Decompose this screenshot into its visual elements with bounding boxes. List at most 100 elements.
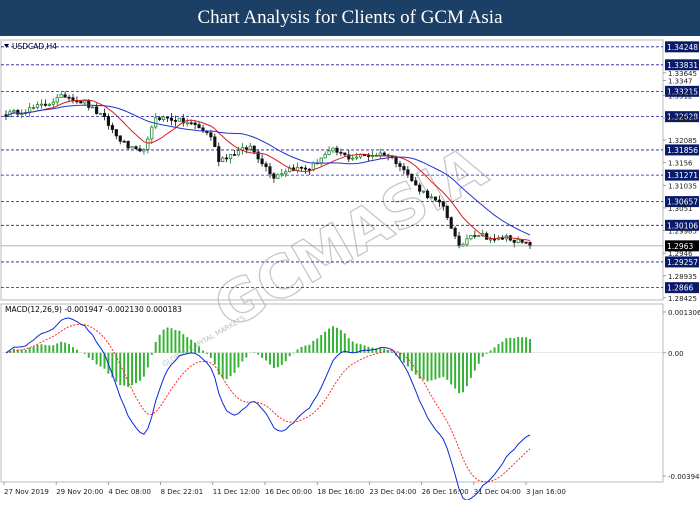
candle-body-67	[268, 166, 272, 175]
price-tick-label-5: 1.3156	[668, 160, 693, 168]
candle-body-69	[276, 174, 280, 179]
candle-body-38	[154, 117, 158, 128]
chart-area[interactable]: GCMASIA GLOBAL CAPITAL MARKETS USDCAD,H4…	[0, 36, 700, 501]
candle-body-15	[63, 94, 67, 98]
candle-body-55	[221, 157, 225, 162]
x-tick-label-8: 26 Dec 16:00	[422, 488, 469, 496]
x-tick-label-2: 4 Dec 08:00	[108, 488, 151, 496]
candle-body-45	[181, 117, 185, 124]
candle-body-12	[51, 101, 55, 105]
candle-body-10	[43, 103, 47, 106]
candle-body-107	[425, 190, 430, 199]
macd-main-line	[5, 317, 531, 501]
candle-body-7	[32, 107, 36, 109]
candle-body-85	[339, 151, 343, 154]
candle-body-74	[295, 166, 300, 171]
level-label-bg-9	[665, 282, 699, 294]
candle-body-25	[102, 112, 107, 117]
candle-body-103	[410, 173, 414, 182]
level-label-2: 1.33215	[667, 87, 698, 96]
price-tick-label-11: 1.28425	[668, 295, 697, 303]
candle-body-87	[347, 154, 351, 160]
candle-body-26	[106, 116, 111, 126]
level-label-5: 1.31271	[667, 171, 698, 180]
chart-banner-title: Chart Analysis for Clients of GCM Asia	[0, 0, 700, 36]
macd-tick-label-0: 0.001306	[668, 309, 700, 317]
level-label-bg-5	[665, 169, 699, 181]
x-tick-label-3: 8 Dec 22:01	[161, 488, 204, 496]
level-label-bg-4	[665, 144, 699, 156]
candle-body-81	[323, 154, 327, 159]
candle-body-8	[35, 104, 40, 108]
candle-body-92	[366, 155, 371, 157]
candle-body-9	[39, 103, 44, 106]
level-label-0: 1.34248	[667, 43, 698, 52]
ma-fast-line	[5, 99, 531, 241]
candle-body-21	[87, 100, 91, 108]
ma-slow-line	[5, 104, 531, 236]
candle-body-86	[343, 152, 347, 156]
macd-panel-title: MACD(12,26,9) -0.001947 -0.002130 0.0001…	[5, 305, 182, 314]
candle-body-63	[252, 145, 256, 153]
x-tick-label-0: 27 Nov 2019	[4, 488, 49, 496]
candle-body-57	[229, 154, 233, 160]
candle-body-129	[512, 239, 516, 243]
candle-body-13	[55, 97, 59, 103]
candle-body-83	[331, 147, 335, 152]
level-label-4: 1.31856	[667, 146, 698, 155]
candle-body-34	[138, 148, 142, 152]
candle-body-100	[398, 163, 402, 167]
symbol-label: USDCAD,H4	[12, 42, 57, 51]
level-label-bg-6	[665, 196, 699, 208]
chart-svg[interactable]: GCMASIA GLOBAL CAPITAL MARKETS USDCAD,H4…	[0, 36, 700, 501]
candle-body-65	[260, 158, 264, 165]
price-tick-label-9: 1.2946	[668, 250, 693, 258]
candle-body-112	[445, 205, 449, 218]
candle-body-80	[319, 157, 323, 164]
candle-body-44	[177, 117, 181, 122]
candle-body-90	[359, 154, 363, 158]
price-tick-label-1: 1.33645	[668, 70, 697, 78]
current-price-label-bg	[665, 240, 699, 252]
candle-body-43	[173, 120, 177, 122]
candle-body-62	[248, 145, 252, 150]
candle-body-89	[355, 156, 359, 159]
candle-body-27	[110, 125, 114, 130]
candle-body-120	[477, 235, 481, 238]
candle-body-77	[307, 168, 311, 171]
candle-body-33	[134, 146, 138, 150]
candle-body-32	[130, 146, 134, 149]
candle-body-68	[272, 173, 276, 179]
x-tick-label-9: 31 Dec 04:00	[474, 488, 521, 496]
candle-body-75	[299, 166, 304, 169]
candle-body-76	[303, 167, 307, 170]
candle-body-48	[193, 122, 197, 125]
level-label-bg-3	[665, 111, 699, 123]
watermark-logo-text: GCMASIA	[203, 133, 498, 342]
level-label-bg-8	[665, 256, 699, 268]
level-label-7: 1.30106	[667, 221, 698, 230]
candle-body-40	[162, 116, 166, 120]
candle-body-53	[213, 136, 217, 147]
candle-body-20	[83, 100, 87, 104]
candle-body-113	[449, 217, 453, 229]
candle-body-99	[394, 157, 398, 164]
candle-body-29	[118, 135, 122, 142]
price-tick-label-4: 1.32085	[668, 137, 697, 145]
candle-body-64	[256, 151, 260, 160]
current-price-label: 1.2963	[667, 242, 693, 251]
candle-body-28	[114, 129, 118, 137]
symbol-menu-icon[interactable]	[4, 44, 9, 48]
candle-body-41	[165, 116, 170, 119]
candle-body-70	[280, 173, 284, 176]
candle-body-71	[284, 171, 288, 175]
candle-body-23	[95, 106, 99, 115]
price-tick-label-0: 1.3347	[668, 77, 693, 85]
candle-body-88	[351, 157, 355, 160]
candle-body-3	[16, 110, 20, 115]
candle-body-24	[98, 112, 103, 115]
candle-body-106	[422, 190, 426, 193]
candle-body-105	[418, 184, 422, 192]
candle-body-16	[67, 96, 71, 99]
candle-body-49	[197, 124, 201, 129]
